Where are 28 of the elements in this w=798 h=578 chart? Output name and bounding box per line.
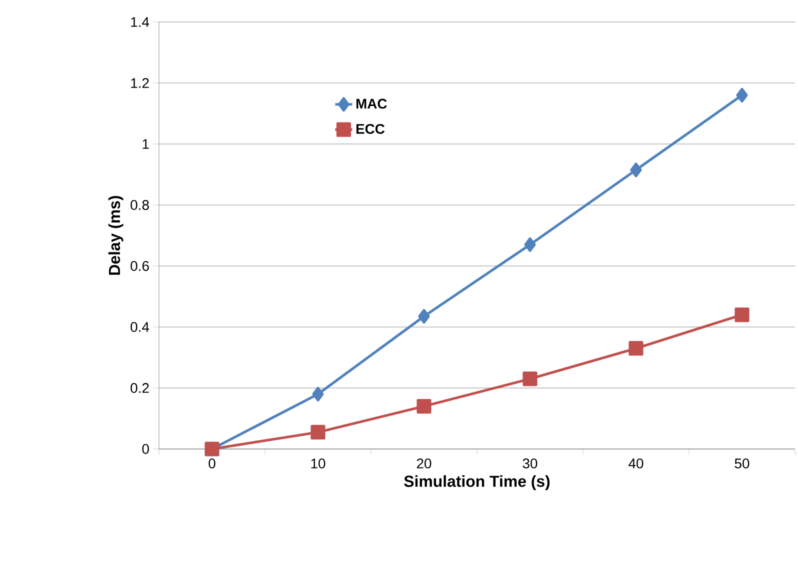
legend-label: ECC <box>356 124 385 134</box>
y-tick-label: 0.2 <box>130 383 149 393</box>
x-tick-label: 0 <box>208 458 216 468</box>
point <box>418 309 430 324</box>
y-tick-label: 0 <box>142 444 149 454</box>
y-axis-title: Delay (ms) <box>108 196 124 275</box>
point <box>312 386 324 402</box>
x-tick-label: 30 <box>522 458 538 468</box>
point <box>522 372 538 386</box>
point <box>736 88 748 102</box>
x-tick-label: 20 <box>416 458 432 468</box>
x-axis-title: Simulation Time (s) <box>404 475 550 490</box>
point <box>628 341 644 356</box>
point <box>630 162 642 178</box>
y-tick-label: 1.2 <box>131 78 149 88</box>
point <box>310 424 326 440</box>
y-tick-label: 1.4 <box>131 17 150 27</box>
x-tick-label: 10 <box>311 458 326 468</box>
x-tick-label: 50 <box>734 458 750 468</box>
x-tick-label: 40 <box>628 458 644 468</box>
y-tick-label: 1 <box>142 139 149 149</box>
legend-label: MAC <box>356 98 387 109</box>
y-tick-label: 0.8 <box>130 200 149 210</box>
point <box>416 399 432 414</box>
point <box>734 308 750 322</box>
y-tick-label: 0.4 <box>130 322 150 332</box>
y-tick-label: 0.6 <box>130 261 149 271</box>
point <box>524 237 536 252</box>
